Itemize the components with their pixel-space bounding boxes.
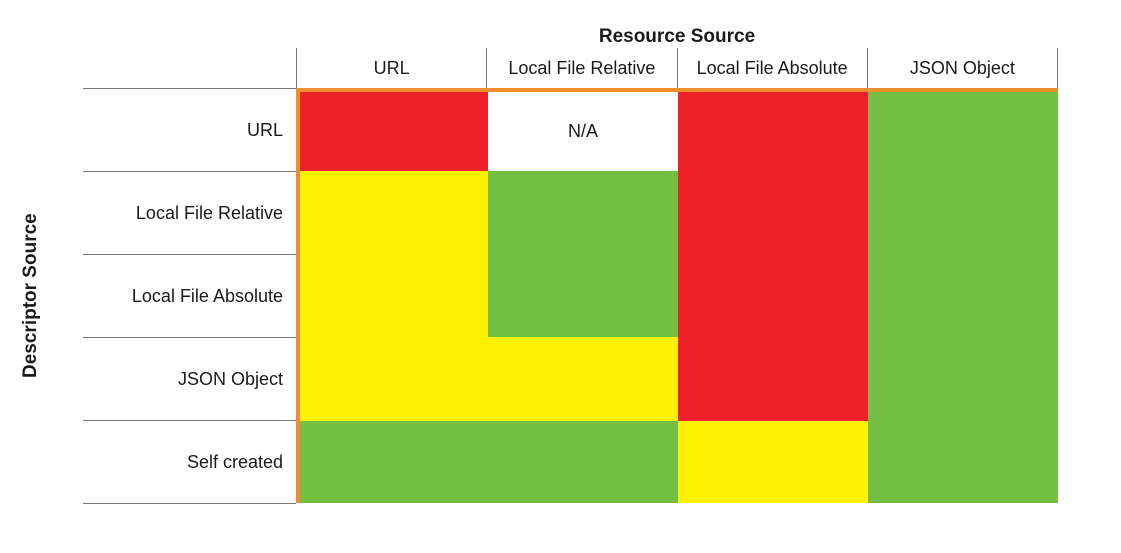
matrix-cell [868, 421, 1058, 503]
matrix-cell [488, 337, 678, 421]
column-header: Local File Absolute [676, 48, 867, 88]
matrix-cell [678, 421, 868, 503]
row-header: Local File Absolute [83, 255, 296, 338]
matrix-cell [488, 254, 678, 337]
matrix-cell [488, 171, 678, 254]
matrix-cell [300, 421, 488, 503]
y-axis-title: Descriptor Source [20, 213, 41, 378]
matrix-cell [868, 254, 1058, 337]
matrix-cell [868, 171, 1058, 254]
matrix-cell: N/A [488, 92, 678, 171]
matrix-cell [488, 421, 678, 503]
matrix-top-border [296, 88, 1058, 92]
matrix-cell [678, 171, 868, 254]
matrix-cell [300, 92, 488, 171]
column-headers: URL Local File Relative Local File Absolut… [296, 48, 1058, 88]
column-header: URL [296, 48, 486, 88]
x-axis-title: Resource Source [598, 26, 756, 47]
matrix-cell [678, 254, 868, 337]
row-header: Local File Relative [83, 172, 296, 255]
matrix-cell [678, 92, 868, 171]
row-header: URL [83, 89, 296, 172]
matrix-cell [300, 337, 488, 421]
matrix-cell [868, 337, 1058, 421]
matrix-cell [678, 337, 868, 421]
matrix-cell [300, 254, 488, 337]
matrix-cell [868, 92, 1058, 171]
row-header: JSON Object [83, 338, 296, 421]
matrix-left-border [296, 88, 300, 503]
row-header: Self created [83, 421, 296, 504]
matrix-cell [300, 171, 488, 254]
column-header: JSON Object [866, 48, 1058, 88]
row-headers: URL Local File Relative Local File Absolut… [83, 88, 296, 504]
column-header: Local File Relative [486, 48, 676, 88]
matrix-grid: N/A [300, 92, 1058, 503]
